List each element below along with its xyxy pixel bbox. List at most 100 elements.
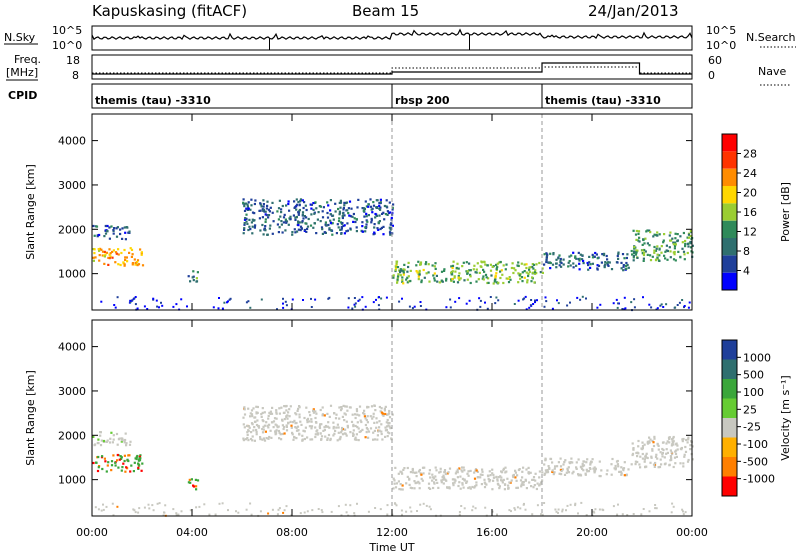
velocity-echo-cell <box>195 488 198 491</box>
velocity-echo-cell <box>557 511 559 514</box>
velocity-echo-cell <box>283 418 286 421</box>
power-echo-cell <box>355 226 358 229</box>
power-echo-cell <box>276 223 279 226</box>
power-echo-cell <box>131 263 134 266</box>
power-echo-cell <box>187 275 190 278</box>
velocity-echo-cell <box>549 457 552 460</box>
power-echo-cell <box>375 214 379 217</box>
velocity-echo-cell <box>651 439 654 442</box>
power-echo-cell <box>534 269 537 272</box>
velocity-colorbar-tick-label: -500 <box>743 455 768 468</box>
velocity-echo-cell <box>272 420 276 423</box>
velocity-echo-cell <box>116 453 119 457</box>
velocity-echo-cell <box>614 464 617 468</box>
velocity-echo-cell <box>527 471 530 474</box>
velocity-echo-cell <box>495 475 498 478</box>
velocity-echo-cell <box>386 413 389 416</box>
velocity-echo-cell <box>496 478 499 481</box>
power-echo-cell <box>266 200 269 203</box>
power-echo-cell <box>691 244 694 247</box>
power-echo-cell <box>243 223 246 226</box>
velocity-colorbar-swatch <box>722 340 737 360</box>
power-echo-cell <box>504 268 507 271</box>
velocity-echo-cell <box>318 425 321 428</box>
power-echo-cell <box>669 231 672 234</box>
power-echo-cell <box>355 230 358 233</box>
velocity-echo-cell <box>434 466 437 469</box>
velocity-echo-cell <box>615 460 619 463</box>
velocity-echo-cell <box>247 407 250 410</box>
power-echo-cell <box>578 259 581 262</box>
power-echo-cell <box>545 255 548 259</box>
power-echo-cell <box>406 281 409 284</box>
power-echo-cell <box>672 258 676 261</box>
power-echo-cell <box>479 265 482 268</box>
power-echo-cell <box>425 272 428 275</box>
velocity-echo-cell <box>249 412 252 415</box>
power-echo-cell <box>552 253 555 256</box>
velocity-colorbar-label: Velocity [m s⁻¹] <box>779 375 792 460</box>
power-echo-cell <box>648 303 651 306</box>
velocity-echo-cell <box>674 452 678 455</box>
power-echo-cell <box>483 260 486 263</box>
power-echo-cell <box>525 308 528 311</box>
power-echo-cell <box>457 267 460 270</box>
power-echo-cell <box>402 270 405 273</box>
velocity-echo-cell <box>538 484 541 487</box>
velocity-echo-cell <box>303 511 306 514</box>
velocity-echo-cell <box>194 478 197 481</box>
power-echo-cell <box>124 231 127 234</box>
power-echo-cell <box>260 205 263 208</box>
power-echo-cell <box>287 200 290 203</box>
velocity-echo-cell <box>175 514 178 516</box>
power-echo-cell <box>133 258 136 261</box>
velocity-echo-cell <box>618 470 621 473</box>
velocity-echo-cell <box>318 426 322 430</box>
power-echo-cell <box>496 262 499 265</box>
velocity-echo-cell <box>327 421 330 424</box>
velocity-echo-cell <box>401 484 404 487</box>
velocity-echo-cell <box>431 473 434 476</box>
power-echo-cell <box>378 207 381 210</box>
power-echo-cell <box>457 276 460 279</box>
velocity-echo-cell <box>397 472 400 475</box>
power-echo-cell <box>649 259 653 262</box>
velocity-echo-cell <box>638 463 641 466</box>
velocity-echo-cell <box>541 479 544 482</box>
power-echo-cell <box>104 224 107 228</box>
power-echo-cell <box>400 269 403 272</box>
power-echo-cell <box>116 226 119 229</box>
noise-right-tick-bottom: 10^0 <box>706 39 736 52</box>
velocity-echo-cell <box>270 412 274 415</box>
velocity-echo-cell <box>551 470 554 473</box>
power-echo-cell <box>416 271 419 274</box>
power-echo-cell <box>310 203 313 206</box>
velocity-echo-cell <box>472 505 475 508</box>
velocity-echo-cell <box>340 407 343 410</box>
velocity-echo-cell <box>481 470 484 473</box>
velocity-echo-cell <box>379 508 382 511</box>
velocity-echo-cell <box>547 465 550 468</box>
velocity-echo-cell <box>298 416 301 419</box>
velocity-echo-cell <box>250 513 253 516</box>
power-echo-cell <box>264 225 267 228</box>
velocity-echo-cell <box>267 512 270 515</box>
velocity-echo-cell <box>475 484 478 487</box>
power-echo-cell <box>417 260 420 263</box>
power-echo-cell <box>370 208 373 211</box>
velocity-echo-cell <box>253 416 256 419</box>
velocity-echo-cell <box>177 513 180 516</box>
velocity-echo-cell <box>592 467 595 470</box>
velocity-echo-cell <box>519 507 522 510</box>
velocity-echo-cell <box>339 435 342 439</box>
power-colorbar-tick-label: 24 <box>743 167 757 180</box>
power-echo-cell <box>321 228 324 231</box>
power-echo-cell <box>518 274 521 277</box>
power-echo-cell <box>484 263 487 266</box>
velocity-echo-cell <box>314 433 317 436</box>
power-echo-cell <box>465 261 468 264</box>
power-echo-cell <box>111 250 114 253</box>
power-echo-cell <box>244 217 247 220</box>
power-echo-cell <box>656 307 659 310</box>
velocity-echo-cell <box>303 437 306 441</box>
